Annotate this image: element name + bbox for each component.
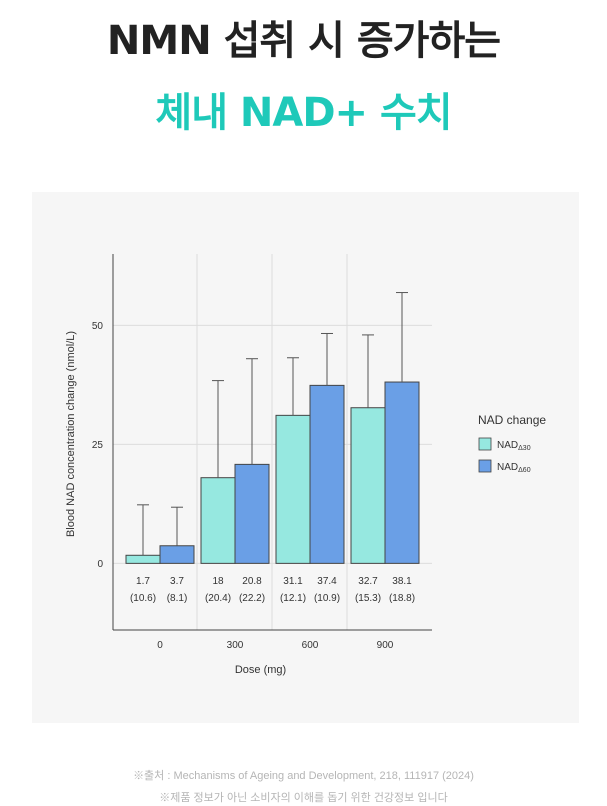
headline-line-2: 체내 NAD+ 수치 bbox=[155, 90, 452, 136]
legend-label: NADΔ60 bbox=[497, 462, 531, 474]
legend-title: NAD change bbox=[478, 413, 546, 427]
data-label-value: 37.4 bbox=[317, 576, 337, 587]
bar bbox=[350, 407, 386, 564]
bar bbox=[309, 384, 345, 564]
data-label-error: (18.8) bbox=[389, 593, 415, 604]
x-tick-label: 300 bbox=[227, 640, 244, 651]
bar bbox=[125, 554, 161, 564]
data-label-error: (10.9) bbox=[314, 593, 340, 604]
chart-panel: 0 25 50 1.7 (10.6) 18 (20.4) 31.1 (12.1) 32.7 (15.… bbox=[32, 192, 579, 723]
data-label-value: 3.7 bbox=[170, 576, 184, 587]
legend-label: NADΔ30 bbox=[497, 440, 531, 452]
data-label-error: (22.2) bbox=[239, 593, 265, 604]
x-tick-label: 900 bbox=[377, 640, 394, 651]
y-axis-title: Blood NAD concentration change (nmol/L) bbox=[65, 331, 77, 537]
data-label-value: 20.8 bbox=[242, 576, 262, 587]
bar bbox=[234, 463, 270, 564]
data-label-value: 32.7 bbox=[358, 576, 378, 587]
source-citation: ※출처 : Mechanisms of Ageing and Developme… bbox=[133, 770, 474, 782]
y-tick-label: 25 bbox=[92, 440, 104, 451]
y-tick-label: 50 bbox=[92, 321, 104, 332]
disclaimer-text: ※제품 정보가 아닌 소비자의 이해를 돕기 위한 건강정보 입니다 bbox=[159, 792, 448, 804]
bar-chart: 0 25 50 1.7 (10.6) 18 (20.4) 31.1 (12.1) 32.7 (15.… bbox=[65, 254, 546, 676]
bar bbox=[200, 477, 236, 564]
x-tick-label: 0 bbox=[157, 640, 163, 651]
data-label-error: (12.1) bbox=[280, 593, 306, 604]
bar bbox=[384, 381, 420, 564]
data-label-error: (15.3) bbox=[355, 593, 381, 604]
data-label-error: (10.6) bbox=[130, 593, 156, 604]
bar bbox=[159, 545, 195, 564]
data-label-value: 31.1 bbox=[283, 576, 303, 587]
legend-swatch bbox=[478, 437, 492, 451]
headline-line-1: NMN 섭취 시 증가하는 bbox=[106, 18, 501, 64]
data-label-value: 38.1 bbox=[392, 576, 412, 587]
y-tick-label: 0 bbox=[97, 559, 103, 570]
x-axis-title: Dose (mg) bbox=[235, 664, 286, 676]
legend-swatch bbox=[478, 459, 492, 473]
data-label-error: (8.1) bbox=[167, 593, 188, 604]
data-label-error: (20.4) bbox=[205, 593, 231, 604]
x-tick-label: 600 bbox=[302, 640, 319, 651]
bar bbox=[275, 414, 311, 564]
data-label-value: 1.7 bbox=[136, 576, 150, 587]
data-label-value: 18 bbox=[212, 576, 224, 587]
